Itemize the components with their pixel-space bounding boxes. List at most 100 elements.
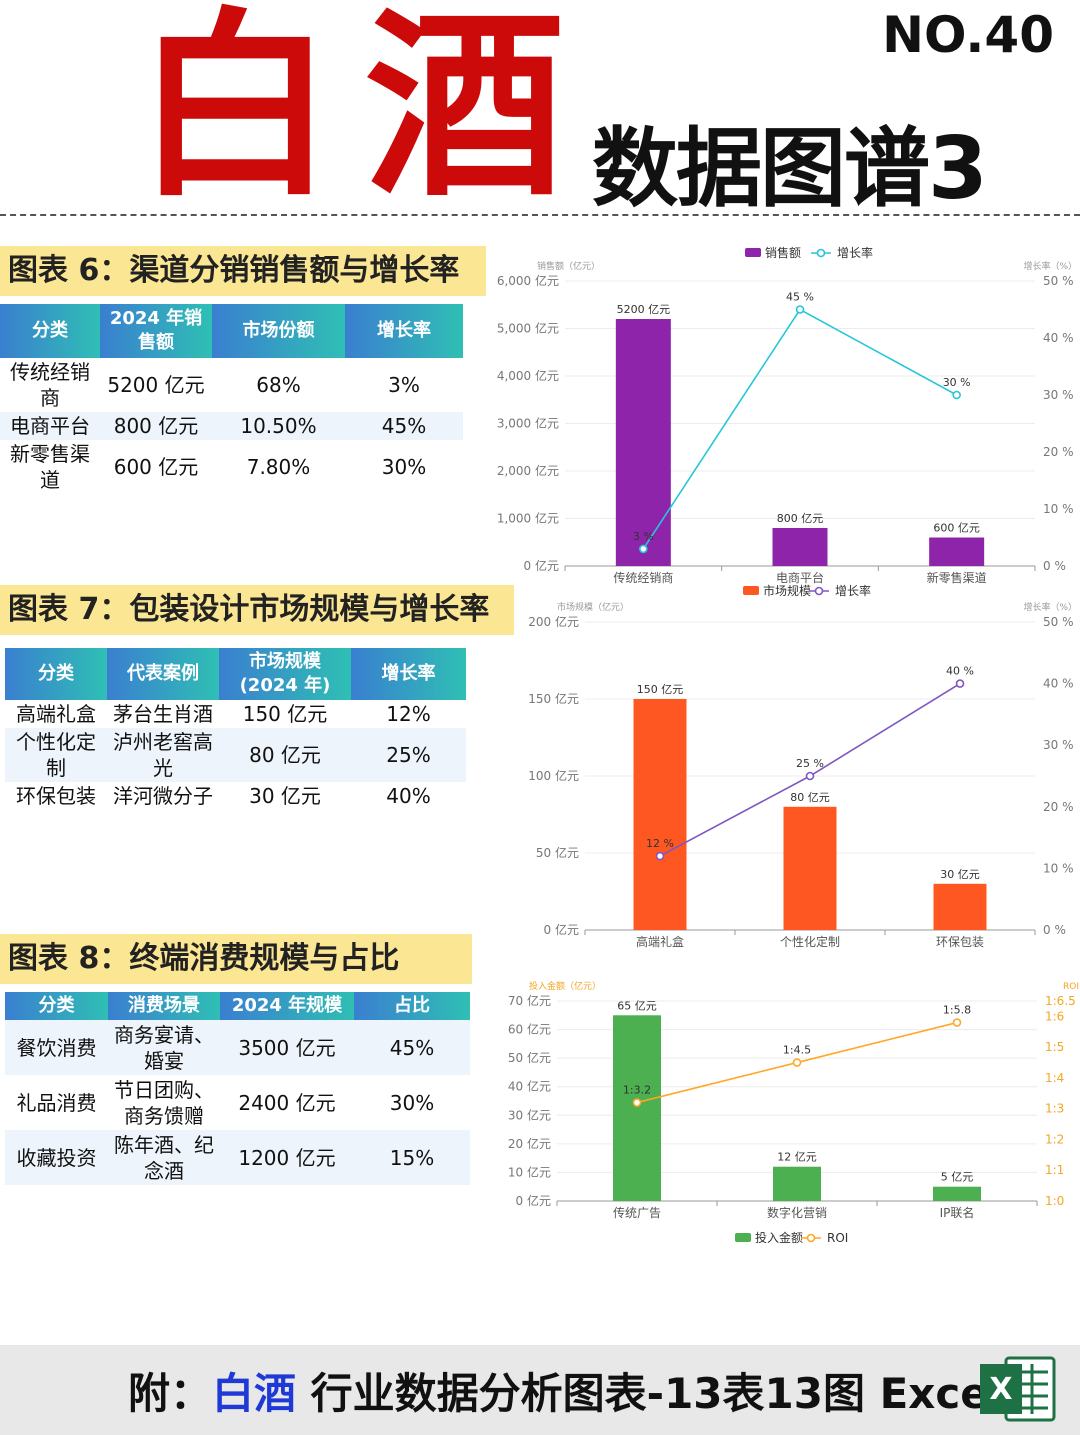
table-header: 代表案例 xyxy=(107,648,219,700)
line-point xyxy=(639,544,648,554)
bar xyxy=(613,1015,661,1201)
x-tick-label: 高端礼盒 xyxy=(636,934,684,949)
table-header: 分类 xyxy=(0,304,100,358)
table-cell: 电商平台 xyxy=(0,412,100,440)
y-tick-label: 0 亿元 xyxy=(544,922,579,937)
y-axis-title: 市场规模（亿元） xyxy=(557,601,629,613)
table-cell: 新零售渠道 xyxy=(10,442,90,492)
y-tick-label: 5,000 亿元 xyxy=(497,321,559,336)
line-point xyxy=(805,771,815,781)
table-cell: 泸州老窖高光 xyxy=(107,728,219,782)
y-tick-label: 0 亿元 xyxy=(524,558,559,573)
line-point xyxy=(952,390,961,400)
table-cell: 80 亿元 xyxy=(219,728,351,782)
table-cell: 陈年酒、纪念酒 xyxy=(108,1130,220,1185)
y-tick-label: 6,000 亿元 xyxy=(497,273,559,288)
line-label: 3 % xyxy=(633,530,654,543)
bar xyxy=(929,537,985,566)
table-header: 增长率 xyxy=(351,648,466,700)
line-point xyxy=(632,1098,642,1107)
line-point xyxy=(952,1018,962,1027)
y2-tick-label: 1:5 xyxy=(1045,1040,1064,1054)
table-row: 礼品消费 节日团购、商务馈赠 2400 亿元 30% xyxy=(5,1075,470,1130)
table-header: 增长率 xyxy=(345,304,463,358)
y-tick-label: 30 亿元 xyxy=(508,1107,551,1122)
line-label: 1:4.5 xyxy=(783,1044,811,1057)
table-cell: 25% xyxy=(351,728,466,782)
y-tick-label: 70 亿元 xyxy=(508,993,551,1008)
bar xyxy=(933,1186,981,1201)
table-cell: 1200 亿元 xyxy=(220,1130,354,1185)
line-point xyxy=(792,1058,802,1067)
line-label: 1:5.8 xyxy=(943,1004,971,1017)
svg-text:X: X xyxy=(989,1372,1012,1407)
line-label: 25 % xyxy=(796,757,824,770)
section7-table: 分类 代表案例 市场规模 (2024 年) 增长率 高端礼盒 茅台生肖酒 150… xyxy=(5,648,466,810)
table-header: 占比 xyxy=(354,992,470,1020)
table-cell: 礼品消费 xyxy=(16,1090,97,1115)
bar-label: 12 亿元 xyxy=(777,1151,817,1164)
table-cell: 餐饮消费 xyxy=(5,1020,108,1075)
table-cell: 800 亿元 xyxy=(100,412,212,440)
x-tick-label: 传统广告 xyxy=(613,1205,661,1220)
y2-tick-label: 40 % xyxy=(1043,331,1074,345)
legend-label: 投入金额 xyxy=(755,1230,803,1245)
legend-label: 销售额 xyxy=(765,245,801,260)
table-header: 分类 xyxy=(5,648,107,700)
footer-accent: 白酒 xyxy=(212,1369,297,1418)
table-header: 消费场景 xyxy=(108,992,220,1020)
y-tick-label: 1,000 亿元 xyxy=(497,511,559,526)
bar-label: 30 亿元 xyxy=(940,868,980,881)
legend-label: ROI xyxy=(827,1231,848,1245)
table-header: 市场份额 xyxy=(212,304,345,358)
table-header: 2024 年规模 xyxy=(220,992,354,1020)
table-cell: 高端礼盒 xyxy=(16,702,96,726)
y2-axis-title: ROI xyxy=(1063,982,1079,992)
y2-tick-label: 1:2 xyxy=(1045,1132,1064,1146)
y2-tick-label: 40 % xyxy=(1043,677,1074,691)
section6-table: 分类 2024 年销售额 市场份额 增长率 传统经销商 5200 亿元 68% … xyxy=(0,304,463,494)
x-tick-label: 数字化营销 xyxy=(767,1205,827,1220)
section6-title: 图表 6：渠道分销销售额与增长率 xyxy=(0,246,486,296)
bar-label: 65 亿元 xyxy=(617,999,657,1012)
table-row: 电商平台 800 亿元 10.50% 45% xyxy=(0,412,463,440)
table-cell: 环保包装 xyxy=(16,784,96,808)
table-cell: 茅台生肖酒 xyxy=(113,702,213,726)
footer-prefix: 附： xyxy=(128,1369,213,1418)
bar-label: 800 亿元 xyxy=(777,512,824,525)
section8-table: 分类 消费场景 2024 年规模 占比 餐饮消费 商务宴请、婚宴 3500 亿元… xyxy=(5,992,470,1185)
table-row: 新零售渠道 600 亿元 7.80% 30% xyxy=(0,440,463,494)
y2-tick-label: 1:4 xyxy=(1045,1071,1064,1085)
issue-number: NO.40 xyxy=(882,6,1054,64)
x-tick-label: 新零售渠道 xyxy=(927,570,987,585)
legend-marker xyxy=(806,1233,816,1243)
channel-sales-chart: 销售额（亿元） 增长率（%） 0 亿元 1,000 亿元 2,000 亿元 3,000 亿… xyxy=(497,245,1077,585)
legend-label: 增长率 xyxy=(835,583,871,598)
y-tick-label: 100 亿元 xyxy=(528,768,579,783)
line-label: 45 % xyxy=(786,291,814,304)
x-tick-label: 电商平台 xyxy=(776,570,824,585)
table-row: 收藏投资 陈年酒、纪念酒 1200 亿元 15% xyxy=(5,1130,470,1185)
table-cell: 商务宴请、婚宴 xyxy=(108,1020,220,1075)
y2-tick-label: 1:1 xyxy=(1045,1163,1064,1177)
y2-tick-label: 10 % xyxy=(1043,502,1074,516)
table-cell: 传统经销商 xyxy=(10,360,90,410)
bar xyxy=(615,319,671,566)
y-tick-label: 150 亿元 xyxy=(528,691,579,706)
y-tick-label: 60 亿元 xyxy=(508,1022,551,1037)
y2-tick-label: 10 % xyxy=(1043,861,1074,875)
y2-tick-label: 20 % xyxy=(1043,800,1074,814)
x-tick-label: 环保包装 xyxy=(936,935,984,949)
y2-tick-label: 50 % xyxy=(1043,274,1074,288)
table-row: 个性化定制 泸州老窖高光 80 亿元 25% xyxy=(5,728,466,782)
y-tick-label: 50 亿元 xyxy=(536,845,579,860)
bar xyxy=(933,883,987,930)
bar-label: 5200 亿元 xyxy=(617,303,671,316)
line-point xyxy=(955,679,965,688)
y-tick-label: 40 亿元 xyxy=(508,1079,551,1094)
table-cell: 2400 亿元 xyxy=(238,1090,336,1115)
y2-axis-title: 增长率（%） xyxy=(1023,260,1077,272)
table-header: 分类 xyxy=(5,992,108,1020)
y2-tick-label: 30 % xyxy=(1043,388,1074,402)
y-tick-label: 200 亿元 xyxy=(528,614,579,629)
